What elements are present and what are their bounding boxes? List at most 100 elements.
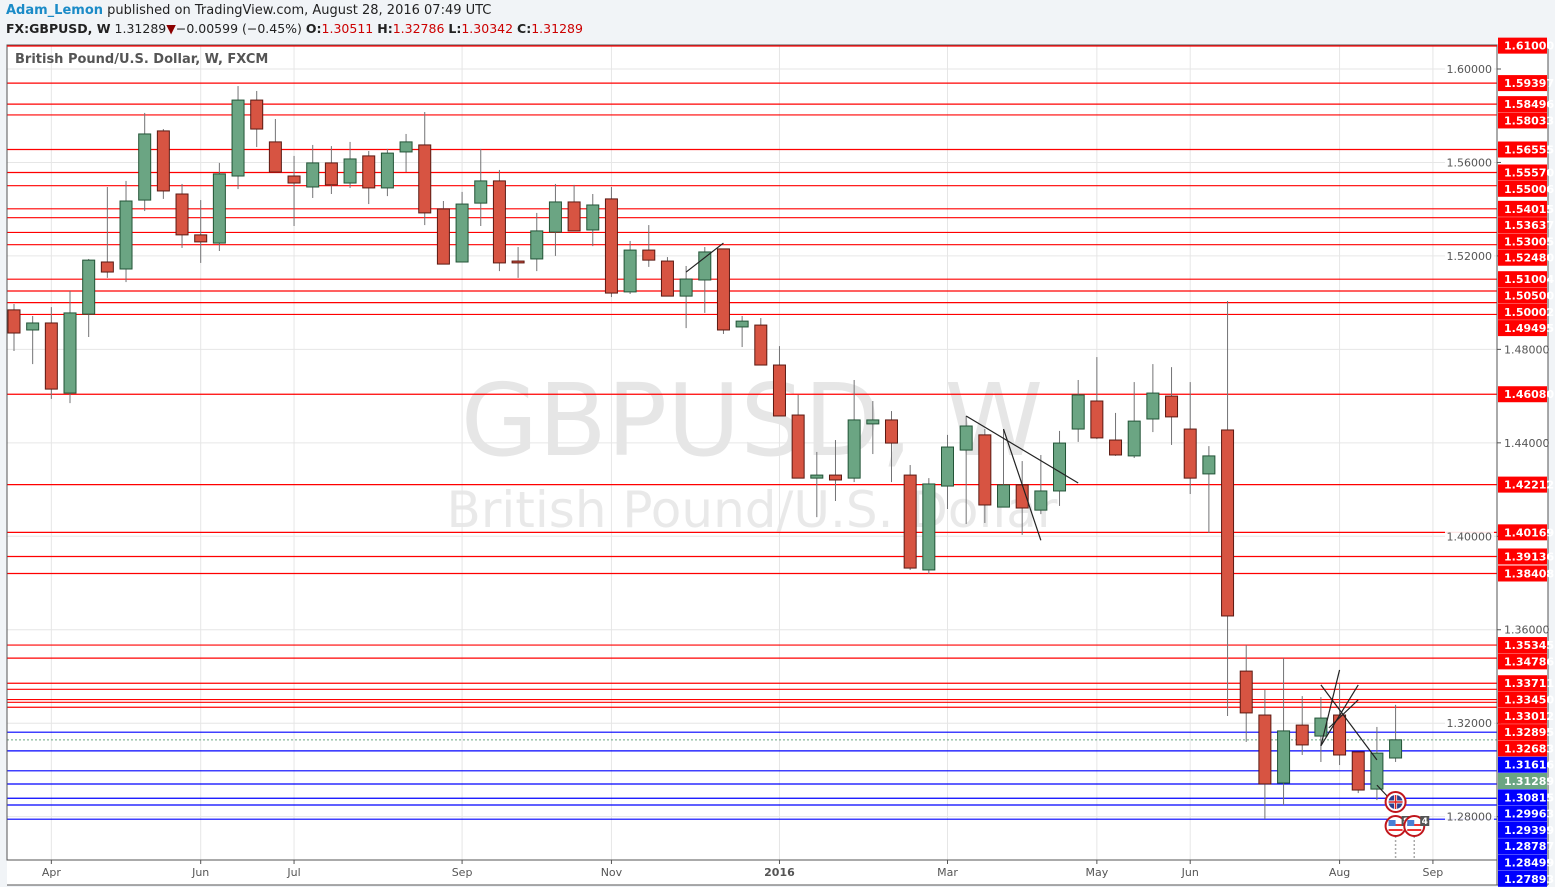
candle-body: [455, 203, 469, 263]
candle-down: [1258, 690, 1272, 819]
candle-down: [604, 186, 618, 298]
candle-body: [63, 312, 77, 394]
level-label-blue-bg: [1498, 789, 1547, 806]
trendline: [1320, 669, 1341, 747]
candle-body: [231, 99, 245, 177]
candle-down: [567, 184, 581, 232]
level-label-red: 1.61000: [1504, 40, 1554, 53]
candle-body: [548, 201, 562, 233]
candle-up: [1146, 364, 1160, 433]
level-label-red: 1.58496: [1504, 98, 1554, 111]
candle-body: [492, 180, 506, 264]
candle-body: [82, 259, 96, 315]
level-label-blue: 1.28787: [1504, 840, 1554, 853]
candle-body: [847, 419, 861, 479]
author-link[interactable]: Adam_Lemon: [6, 3, 104, 18]
candle-body: [1221, 429, 1235, 617]
level-label-red-bg: [1498, 287, 1547, 304]
candle-body: [679, 278, 693, 297]
level-label-red: 1.51004: [1504, 273, 1554, 286]
chart-title: British Pound/U.S. Dollar, W, FXCM: [15, 52, 269, 67]
level-label-red-bg: [1498, 233, 1547, 250]
level-label-blue-bg: [1498, 821, 1547, 838]
candle-up: [586, 194, 600, 247]
candle-up: [810, 451, 824, 518]
candle-body: [100, 261, 114, 273]
candle-body: [119, 200, 133, 270]
level-label-blue-bg: [1498, 805, 1547, 822]
level-label-blue-bg: [1498, 854, 1547, 871]
y-tick-label: 1.48000: [1504, 343, 1550, 356]
candle-body: [791, 414, 805, 479]
candle-up: [959, 415, 973, 524]
candle-down: [791, 394, 805, 479]
close-label: C:: [517, 21, 532, 36]
candle-body: [362, 155, 376, 189]
level-label-red-bg: [1498, 164, 1547, 181]
level-label-red-bg: [1498, 217, 1547, 234]
candle-up: [1370, 726, 1384, 801]
candle-body: [1090, 400, 1104, 439]
candle-down: [1015, 461, 1029, 535]
candle-down: [100, 186, 114, 278]
candle-up: [1202, 446, 1216, 534]
high-label: H:: [377, 21, 393, 36]
candle-down: [1239, 644, 1253, 742]
candle-up: [63, 290, 77, 404]
candle-up: [26, 315, 40, 365]
candle-body: [306, 162, 320, 188]
candle-body: [44, 322, 58, 390]
candle-up: [455, 191, 469, 263]
candle-up: [698, 247, 712, 313]
y-tick-label: 1.52000: [1447, 250, 1493, 263]
candle-body: [903, 474, 917, 569]
candle-body: [1277, 730, 1291, 784]
price-change: −0.00599 (−0.45%): [175, 21, 302, 36]
close-value: 1.31289: [531, 21, 583, 36]
x-tick-label: 2016: [764, 866, 795, 879]
level-label-red-bg: [1498, 653, 1547, 670]
candle-up: [138, 112, 152, 212]
level-label-red-bg: [1498, 249, 1547, 266]
trendline: [1320, 684, 1378, 761]
y-tick-label-bg: [1445, 529, 1494, 544]
level-label-red: 1.53005: [1504, 235, 1554, 248]
candle-body: [26, 322, 40, 331]
candle-body: [922, 483, 936, 571]
candle-body: [660, 260, 674, 297]
candle-down: [884, 411, 898, 483]
candle-body: [1351, 751, 1365, 791]
level-label-red: 1.50500: [1504, 289, 1554, 302]
candle-up: [343, 141, 357, 188]
candle-down: [978, 429, 992, 523]
watermark-name: British Pound/U.S. Dollar: [447, 481, 1058, 539]
level-label-red-bg: [1498, 96, 1547, 113]
candle-body: [1034, 490, 1048, 511]
publish-info: Adam_Lemon published on TradingView.com,…: [6, 3, 491, 18]
symbol-info: FX:GBPUSD, W 1.31289▼−0.00599 (−0.45%) O…: [6, 21, 583, 36]
trendline: [965, 415, 1079, 484]
level-label-red: 1.54015: [1504, 203, 1554, 216]
level-label-red: 1.40169: [1504, 526, 1554, 539]
candle-down: [1221, 301, 1235, 716]
level-label-red: 1.49495: [1504, 322, 1554, 335]
candle-up: [735, 315, 749, 348]
level-label-red-bg: [1498, 565, 1547, 582]
y-tick-label: 1.56000: [1447, 156, 1493, 169]
level-label-red: 1.34786: [1504, 655, 1554, 668]
level-label-blue-bg: [1498, 756, 1547, 773]
candle-up: [380, 148, 394, 197]
level-label-blue: 1.29963: [1504, 808, 1554, 821]
trendline: [0, 389, 6, 409]
last-price: 1.31289: [114, 21, 167, 36]
level-label-red-bg: [1498, 112, 1547, 129]
candle-body: [1109, 439, 1123, 456]
candle-down: [44, 307, 58, 399]
candle-body: [735, 320, 749, 328]
y-tick-label: 1.32000: [1447, 717, 1493, 730]
trendline: [1328, 699, 1359, 729]
candle-body: [959, 425, 973, 451]
candle-body: [884, 419, 898, 444]
